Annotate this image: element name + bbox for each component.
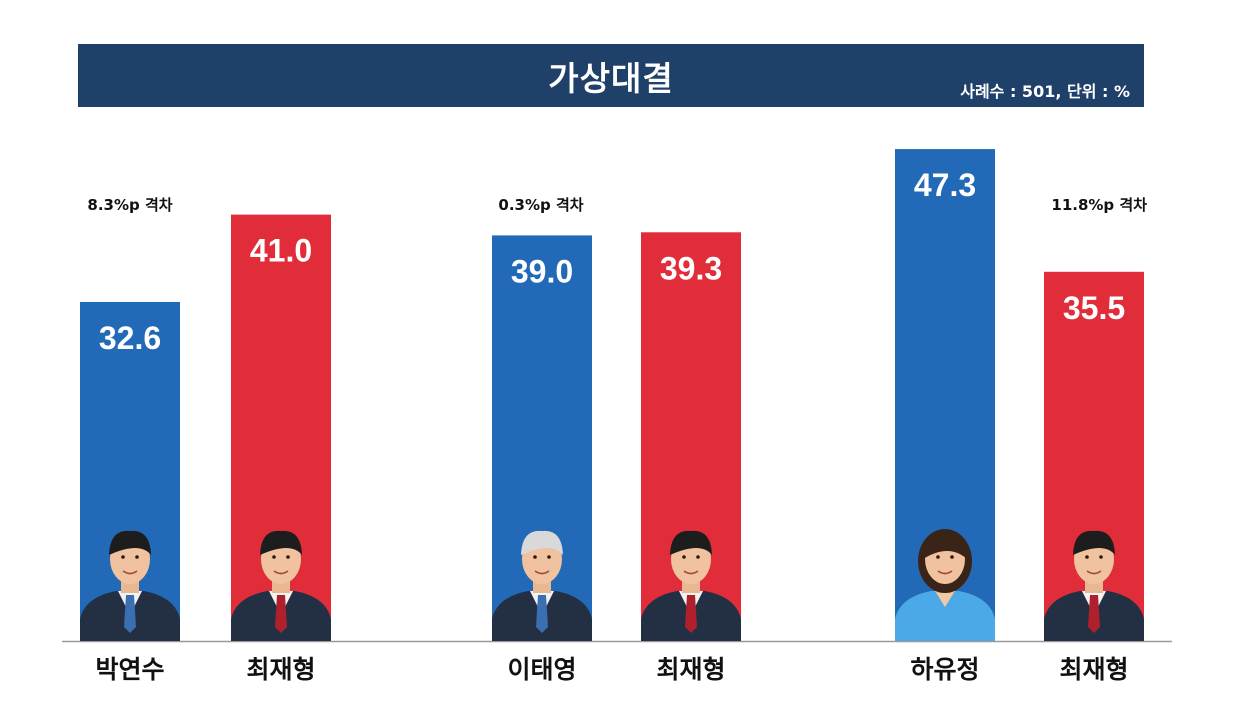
sample-info: 사례수 : 501, 단위 : %	[960, 82, 1130, 101]
gap-label: 0.3%p 격차	[498, 196, 583, 214]
title-bar: 가상대결 사례수 : 501, 단위 : %	[78, 44, 1144, 107]
candidate-name: 이태영	[507, 655, 576, 684]
candidate-name: 박연수	[95, 655, 164, 684]
candidate-pair-1: 32.6 박연수 41.0 최재형 8.3%p 격차	[80, 196, 331, 684]
candidate-photo	[641, 530, 741, 641]
chart-title: 가상대결	[548, 59, 674, 98]
candidate-photo	[492, 530, 592, 641]
candidate-photo	[80, 530, 180, 641]
gap-label: 8.3%p 격차	[87, 196, 172, 214]
candidate-photo	[895, 529, 995, 641]
candidate-name: 하유정	[910, 655, 979, 684]
candidate-name: 최재형	[656, 655, 725, 684]
data-label: 47.3	[914, 167, 976, 203]
data-label: 32.6	[99, 320, 161, 356]
data-label: 39.0	[511, 253, 573, 289]
data-label: 41.0	[250, 233, 312, 269]
candidate-photo	[1044, 530, 1144, 641]
candidate-name: 최재형	[1059, 655, 1128, 684]
data-label: 35.5	[1063, 290, 1125, 326]
candidate-photo	[231, 530, 331, 641]
candidate-name: 최재형	[246, 655, 315, 684]
candidate-pair-2: 39.0 이태영 39.3 최재형 0.3%p 격차	[492, 196, 741, 684]
data-label: 39.3	[660, 250, 722, 286]
gap-label: 11.8%p 격차	[1051, 196, 1147, 214]
